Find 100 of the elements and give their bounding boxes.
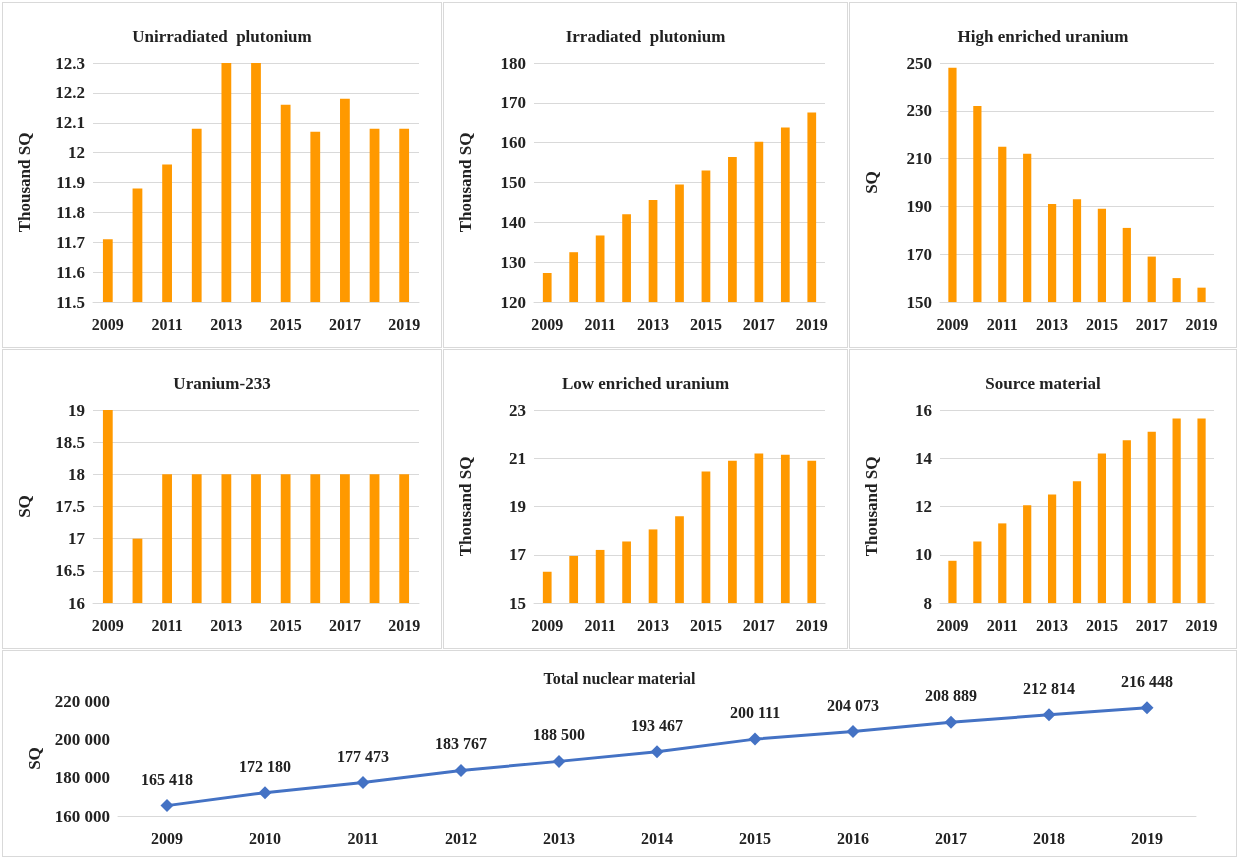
y-tick-label: 210 — [906, 149, 932, 169]
data-label: 183 767 — [435, 735, 487, 753]
x-tick-label: 2016 — [837, 829, 869, 847]
y-tick-label: 11.5 — [56, 292, 85, 312]
y-tick-label: 14 — [915, 448, 933, 468]
x-tick-label: 2019 — [388, 315, 421, 333]
x-tick-label: 2015 — [269, 315, 302, 333]
y-tick-label: 180 — [500, 53, 526, 73]
y-tick-label: 170 — [500, 93, 526, 113]
data-label: 212 814 — [1023, 679, 1075, 697]
x-tick-label: 2013 — [637, 616, 670, 634]
y-tick-label: 21 — [509, 448, 526, 468]
x-tick-label: 2019 — [388, 616, 421, 634]
x-tick-label: 2013 — [210, 616, 243, 634]
point — [160, 799, 174, 813]
x-tick-label: 2011 — [584, 616, 616, 634]
y-tick-label: 16 — [915, 400, 932, 420]
y-tick-label: 17.5 — [55, 497, 85, 516]
x-tick-label: 2013 — [210, 315, 243, 333]
y-tick-label: 160 — [500, 133, 526, 153]
y-tick-label: 12 — [915, 497, 932, 516]
chart-title: High enriched uranium — [957, 27, 1129, 46]
y-axis-title: Thousand SQ — [15, 132, 34, 233]
point — [356, 776, 370, 790]
point — [650, 745, 664, 759]
data-label: 216 448 — [1121, 672, 1173, 690]
y-tick-label: 11.6 — [56, 262, 85, 282]
data-label: 204 073 — [827, 696, 879, 714]
point — [1042, 708, 1056, 722]
y-tick-label: 180 000 — [54, 768, 110, 788]
x-tick-label: 2015 — [1085, 616, 1118, 634]
x-tick-label: 2011 — [347, 829, 379, 847]
point — [846, 725, 860, 739]
chart-title: Unirradiated plutonium — [132, 27, 312, 46]
y-axis-title: Thousand SQ — [456, 132, 475, 233]
x-tick-label: 2011 — [986, 616, 1018, 634]
chart-title: Uranium-233 — [173, 374, 271, 393]
x-tick-label: 2009 — [91, 315, 124, 333]
x-tick-label: 2013 — [543, 829, 575, 847]
y-tick-label: 140 — [500, 212, 526, 232]
y-tick-label: 10 — [915, 545, 932, 565]
y-tick-label: 17 — [509, 545, 527, 565]
x-tick-label: 2017 — [1135, 616, 1168, 634]
y-tick-label: 150 — [906, 292, 932, 312]
y-tick-label: 18 — [68, 464, 85, 484]
x-tick-label: 2011 — [151, 616, 183, 634]
x-tick-label: 2015 — [689, 616, 722, 634]
x-tick-label: 2015 — [1085, 315, 1118, 333]
point — [944, 715, 958, 729]
x-tick-label: 2014 — [641, 829, 673, 847]
y-axis-title: SQ — [25, 747, 44, 770]
y-tick-label: 130 — [500, 252, 526, 272]
x-tick-label: 2017 — [328, 616, 361, 634]
point — [552, 754, 566, 768]
y-axis-title: Thousand SQ — [862, 456, 881, 557]
y-tick-label: 23 — [509, 400, 526, 420]
y-tick-label: 17 — [68, 529, 86, 549]
x-tick-label: 2011 — [584, 315, 616, 333]
chart-title: Total nuclear material — [543, 669, 697, 687]
y-tick-label: 11.8 — [56, 202, 85, 222]
y-tick-label: 15 — [509, 593, 526, 613]
x-tick-label: 2015 — [739, 829, 771, 847]
data-label: 177 473 — [337, 747, 389, 765]
x-tick-label: 2015 — [269, 616, 302, 634]
x-tick-label: 2009 — [936, 616, 969, 634]
x-tick-label: 2019 — [795, 315, 828, 333]
point — [1140, 701, 1154, 715]
x-tick-label: 2017 — [1135, 315, 1168, 333]
y-tick-label: 200 000 — [54, 729, 110, 749]
y-tick-label: 12.1 — [55, 113, 85, 133]
x-tick-label: 2009 — [91, 616, 124, 634]
y-tick-label: 11.7 — [56, 232, 86, 252]
data-label: 172 180 — [239, 757, 291, 775]
data-label: 208 889 — [925, 687, 977, 705]
x-tick-label: 2009 — [936, 315, 969, 333]
x-tick-label: 2017 — [742, 315, 775, 333]
x-tick-label: 2017 — [328, 315, 361, 333]
x-tick-label: 2015 — [689, 315, 722, 333]
x-tick-label: 2010 — [249, 829, 281, 847]
y-tick-label: 220 000 — [54, 691, 110, 711]
y-tick-label: 250 — [906, 53, 932, 73]
chart-title: Source material — [985, 374, 1101, 393]
y-axis-title: SQ — [862, 171, 881, 194]
x-tick-label: 2009 — [531, 315, 564, 333]
y-tick-label: 120 — [500, 292, 526, 312]
data-label: 193 467 — [631, 716, 683, 734]
y-tick-label: 19 — [509, 497, 526, 516]
point — [748, 732, 762, 746]
data-label: 200 111 — [729, 704, 781, 722]
y-tick-label: 150 — [500, 173, 526, 192]
point — [258, 786, 272, 800]
x-tick-label: 2009 — [151, 829, 183, 847]
x-tick-label: 2013 — [1036, 616, 1069, 634]
y-tick-label: 190 — [906, 196, 932, 216]
data-label: 188 500 — [533, 726, 585, 744]
x-tick-label: 2011 — [986, 315, 1018, 333]
y-tick-label: 12.2 — [55, 83, 85, 103]
y-axis-title: SQ — [15, 495, 34, 518]
y-tick-label: 16 — [68, 593, 85, 613]
x-tick-label: 2013 — [1036, 315, 1069, 333]
